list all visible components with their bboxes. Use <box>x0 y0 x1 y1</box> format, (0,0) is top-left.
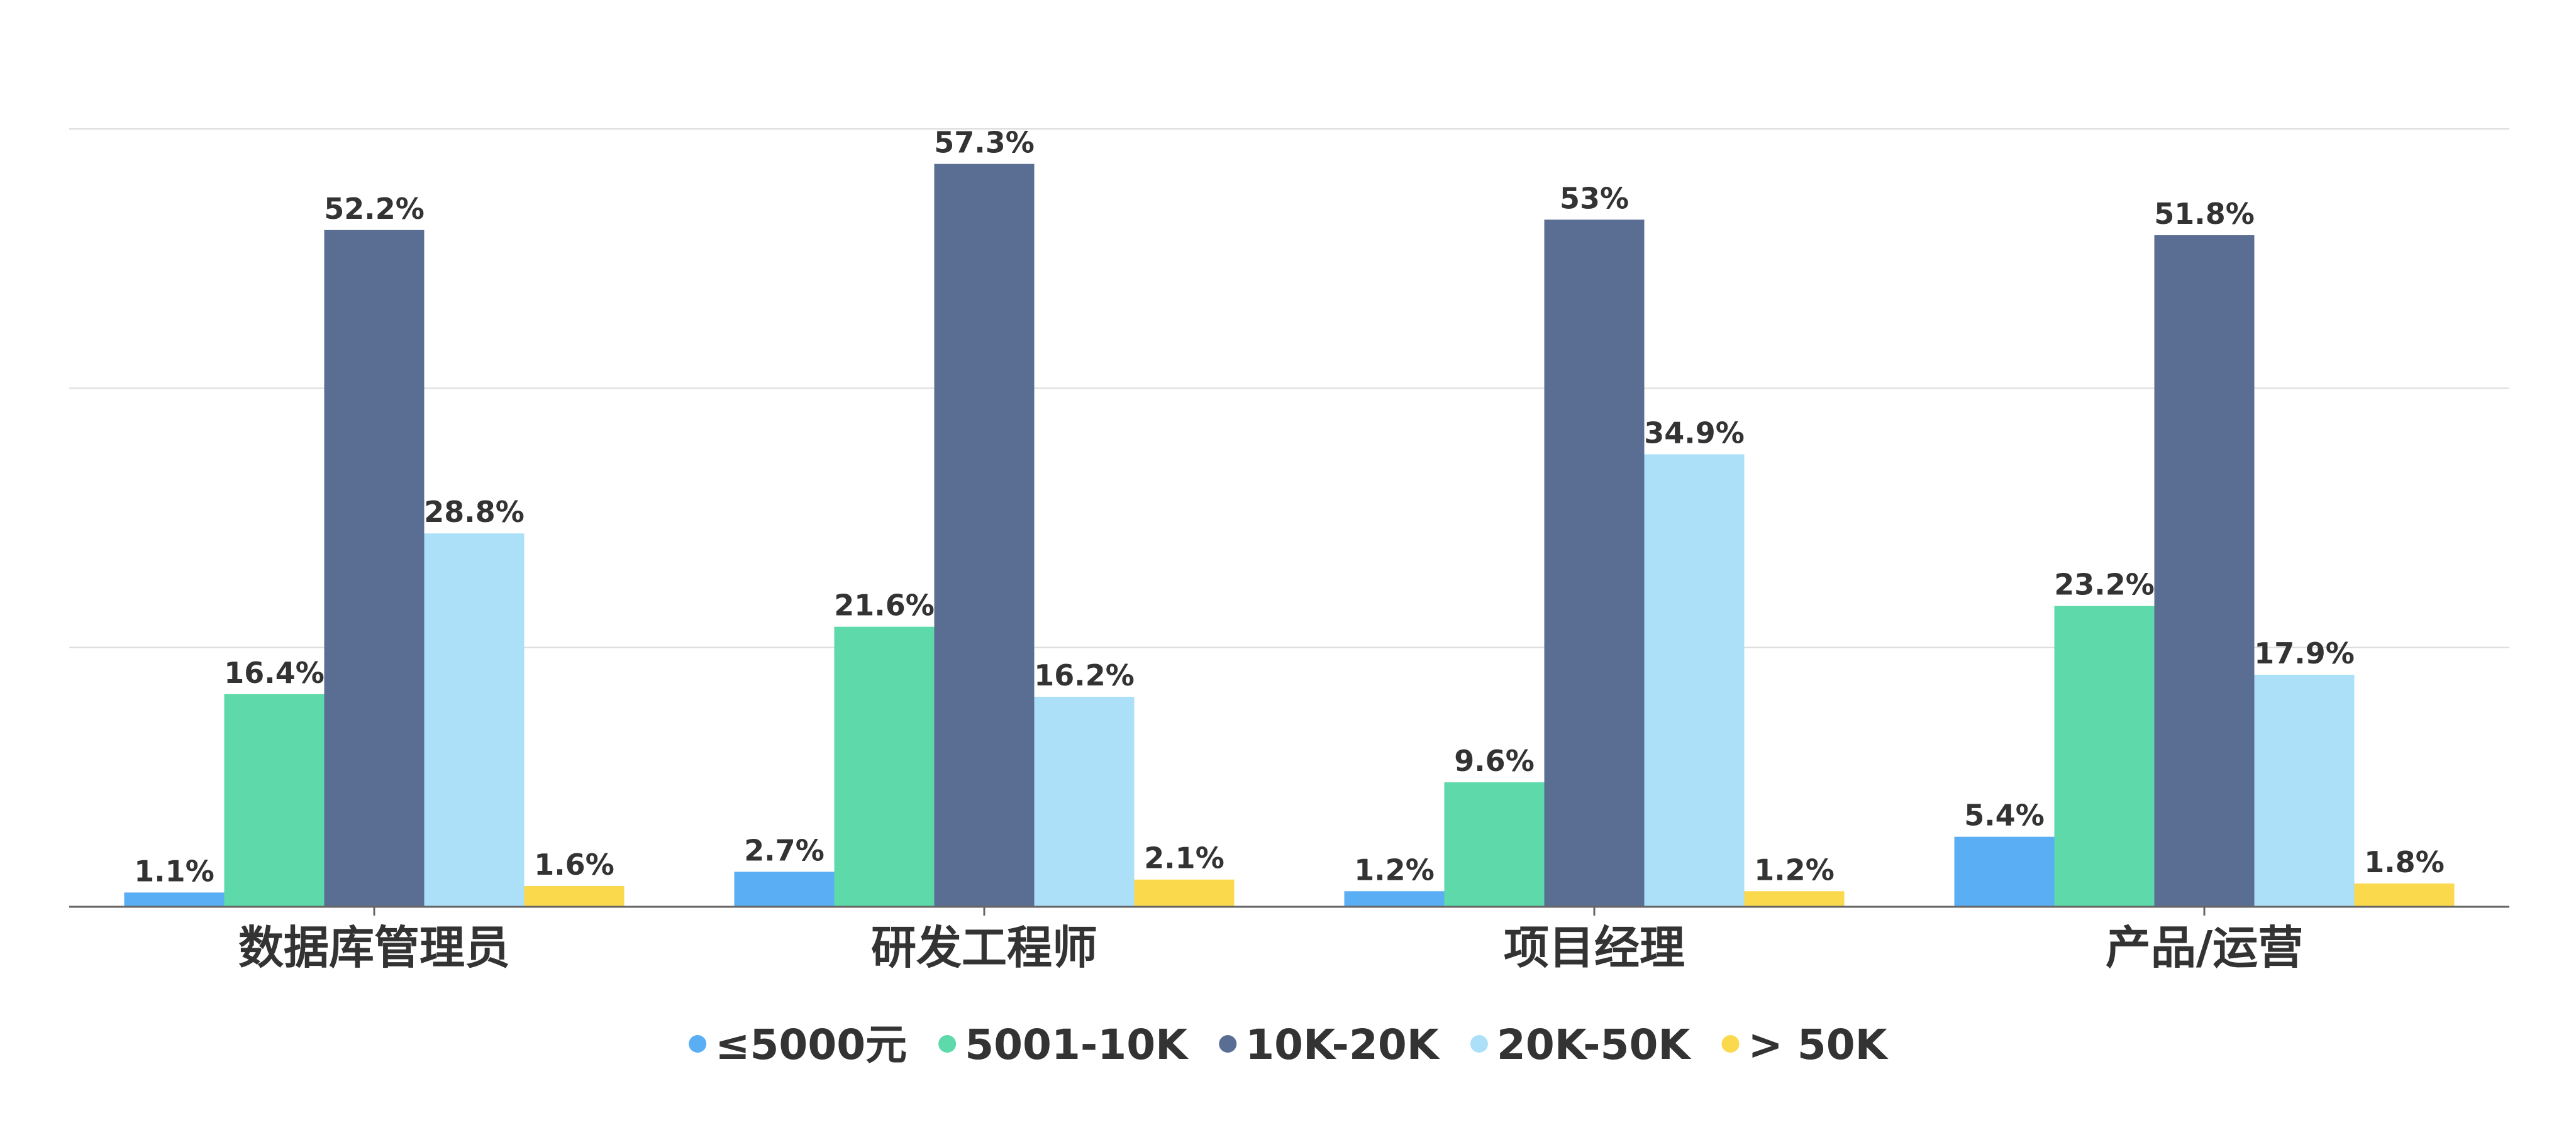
x-tick-label: 产品/运营 <box>2106 921 2303 974</box>
x-tick-label: 数据库管理员 <box>238 921 510 974</box>
bar <box>224 694 325 907</box>
x-axis: 数据库管理员 研发工程师 项目经理 产品/运营 <box>69 906 2509 974</box>
legend-label: > 50K <box>1748 1021 1889 1069</box>
data-label: 5.4% <box>1964 799 2045 833</box>
bar <box>2154 235 2255 907</box>
legend[interactable]: ≤5000元 5001-10K 10K-20K 20K-50K > 50K <box>689 1021 1889 1069</box>
legend-label: 10K-20K <box>1245 1021 1440 1069</box>
bar <box>1644 454 1745 907</box>
data-label: 2.1% <box>1144 841 1224 875</box>
data-labels: 1.1% 16.4% 52.2% 28.8% 1.6% 2.7% 21.6% 57.3% 16.… <box>134 126 2445 889</box>
bar <box>124 892 225 907</box>
bar <box>424 533 525 907</box>
data-label: 21.6% <box>834 589 935 623</box>
bar <box>1544 219 1645 907</box>
data-label: 1.2% <box>1354 853 1435 887</box>
data-label: 51.8% <box>2154 197 2255 231</box>
data-label: 52.2% <box>324 192 425 226</box>
data-label: 16.4% <box>224 656 325 690</box>
data-label: 34.9% <box>1644 416 1745 450</box>
bar <box>1744 891 1845 907</box>
data-label: 53% <box>1560 181 1629 215</box>
data-label: 23.2% <box>2054 568 2155 602</box>
x-tick-label: 研发工程师 <box>871 921 1097 974</box>
bar <box>1444 782 1545 907</box>
bar <box>834 626 935 907</box>
bar <box>524 886 625 907</box>
data-label: 2.7% <box>744 833 824 867</box>
data-label: 17.9% <box>2254 636 2355 670</box>
legend-marker <box>689 1035 707 1053</box>
bar <box>324 230 425 907</box>
legend-label: 5001-10K <box>965 1021 1189 1069</box>
bar <box>2054 606 2155 907</box>
legend-marker <box>1219 1035 1237 1053</box>
data-label: 1.1% <box>134 854 214 888</box>
bar <box>1034 697 1135 907</box>
data-label: 57.3% <box>934 126 1035 160</box>
legend-marker <box>938 1035 957 1053</box>
data-label: 1.2% <box>1754 853 1835 887</box>
bar <box>1134 879 1235 907</box>
bar <box>934 163 1035 907</box>
data-label: 9.6% <box>1454 744 1535 778</box>
legend-marker <box>1721 1035 1740 1053</box>
bar <box>734 872 835 907</box>
bar <box>2254 674 2355 907</box>
legend-item[interactable]: > 50K <box>1721 1021 1889 1069</box>
data-label: 1.8% <box>2364 845 2445 879</box>
legend-label: ≤5000元 <box>715 1021 907 1069</box>
data-label: 1.6% <box>534 848 614 882</box>
legend-label: 20K-50K <box>1497 1021 1692 1069</box>
legend-item[interactable]: 20K-50K <box>1470 1021 1692 1069</box>
data-label: 16.2% <box>1034 658 1135 692</box>
legend-item[interactable]: 5001-10K <box>938 1021 1189 1069</box>
legend-marker <box>1470 1035 1488 1053</box>
legend-item[interactable]: 10K-20K <box>1219 1021 1441 1069</box>
x-tick-label: 项目经理 <box>1504 921 1685 974</box>
bar <box>1344 891 1445 907</box>
bar <box>2354 883 2455 907</box>
bars <box>124 163 2455 907</box>
data-label: 28.8% <box>424 495 525 529</box>
legend-item[interactable]: ≤5000元 <box>689 1021 907 1069</box>
bar <box>1954 836 2055 907</box>
